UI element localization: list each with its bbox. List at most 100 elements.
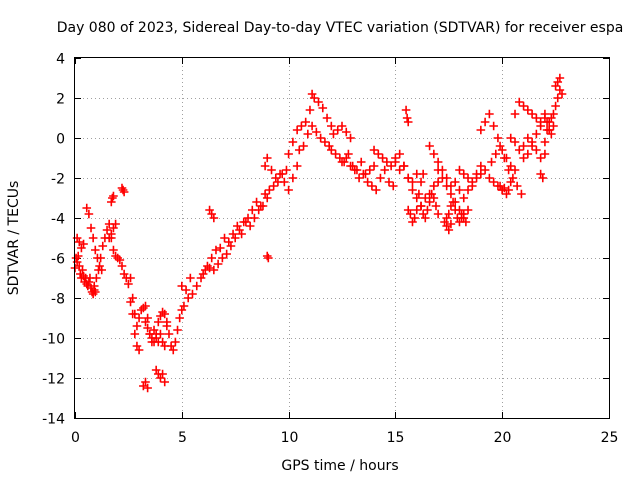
data-point [455,165,464,175]
data-point [480,165,490,175]
data-point [92,273,101,283]
data-point [327,121,336,131]
data-point [126,273,135,283]
data-point [143,383,152,393]
y-tick-label: -6 [51,252,65,268]
data-point [186,273,195,283]
data-point [329,129,338,139]
data-point [312,127,321,137]
data-point [179,301,189,311]
data-point [79,239,88,249]
data-point [337,121,347,131]
data-point [384,177,394,187]
data-point [450,205,460,215]
data-point [160,309,170,319]
data-point [425,197,434,207]
data-point [141,317,150,327]
data-point [84,277,94,287]
data-point [410,213,419,223]
data-point [399,161,409,171]
data-point [421,193,430,203]
data-point [233,221,242,231]
data-point [542,117,552,127]
data-point [459,169,469,179]
data-point [107,197,116,207]
data-point [429,193,439,203]
data-point [514,97,524,107]
data-point [506,133,516,143]
data-point [549,121,558,131]
data-point [472,169,481,179]
data-point [408,177,417,187]
data-point [318,103,328,113]
data-point [519,153,528,163]
data-point [523,105,533,115]
data-point [491,149,501,159]
data-point [198,269,208,279]
y-tick-label: 2 [56,92,65,108]
data-point [158,369,167,379]
data-point [433,165,443,175]
data-point [463,173,473,183]
data-point [292,161,302,171]
data-point [423,205,432,215]
data-point [86,223,96,233]
data-point [485,173,494,183]
data-point [467,177,477,187]
data-point [282,165,291,175]
data-point [188,289,197,299]
data-point [485,109,494,119]
data-point [151,329,161,339]
data-point [143,323,152,333]
data-point [444,225,454,235]
y-tick-label: -8 [51,292,65,308]
data-point [553,93,563,103]
x-tick-labels: 0 5 10 15 20 25 [71,430,618,446]
data-point [218,253,227,263]
data-point [391,157,400,167]
data-point [333,125,343,135]
data-point [109,191,118,201]
data-point [337,157,347,167]
data-point [209,265,219,275]
data-point [463,205,473,215]
data-point [536,121,545,131]
data-point [388,181,398,191]
data-point [386,161,396,171]
data-point [551,101,560,111]
y-tick-label: 0 [56,132,65,148]
data-point [316,133,325,143]
data-point [532,145,541,155]
data-point [369,161,379,171]
data-point [514,145,524,155]
data-point [171,337,180,347]
data-point [320,137,330,147]
data-point [416,201,426,211]
data-point [322,113,332,123]
data-point [493,133,503,143]
data-point [73,251,83,261]
data-point [284,185,293,195]
data-point [446,219,456,229]
data-point [557,89,567,99]
data-point [527,109,537,119]
data-point [517,189,526,199]
data-point [459,193,469,203]
data-point [414,189,424,199]
data-point [245,221,255,231]
data-point [88,233,98,243]
y-tick-label: 4 [56,52,65,68]
data-point [305,105,315,115]
data-point [378,153,387,163]
data-point [220,233,229,243]
x-axis-label: GPS time / hours [281,458,398,474]
data-point [519,141,528,151]
data-point [429,149,439,159]
data-point [173,325,182,335]
data-point [109,245,118,255]
data-point [376,173,385,183]
plot-frame [74,57,610,419]
x-tick-label: 25 [601,430,619,446]
data-point [134,345,144,355]
data-point [262,153,272,163]
